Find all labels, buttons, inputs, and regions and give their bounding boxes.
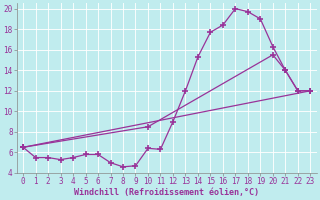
X-axis label: Windchill (Refroidissement éolien,°C): Windchill (Refroidissement éolien,°C) [74,188,259,197]
